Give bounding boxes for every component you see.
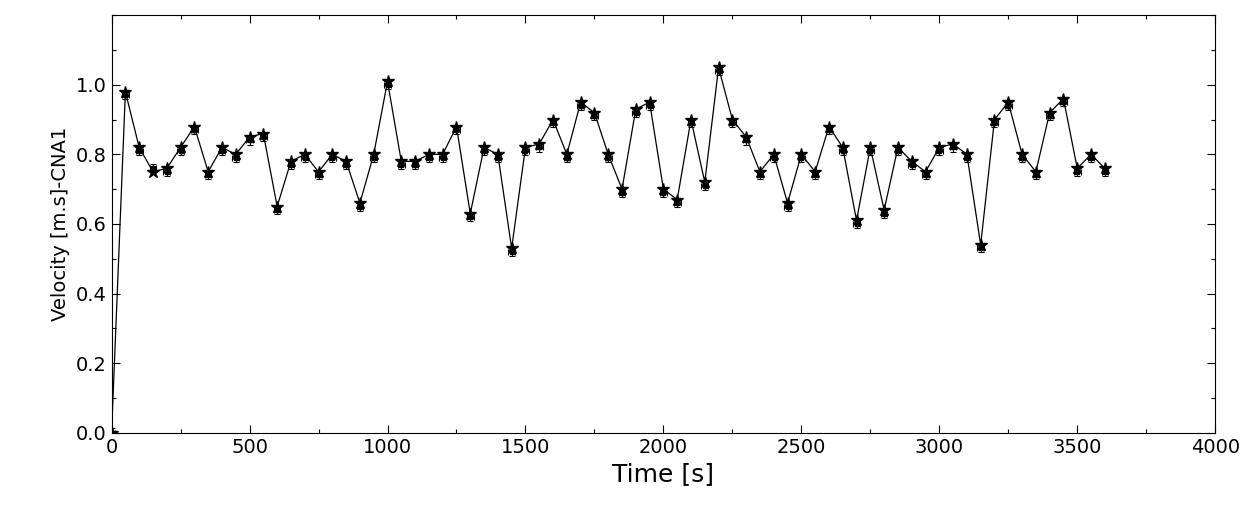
- X-axis label: Time [s]: Time [s]: [613, 462, 714, 486]
- Y-axis label: Velocity [m.s]-CNA1: Velocity [m.s]-CNA1: [51, 127, 71, 321]
